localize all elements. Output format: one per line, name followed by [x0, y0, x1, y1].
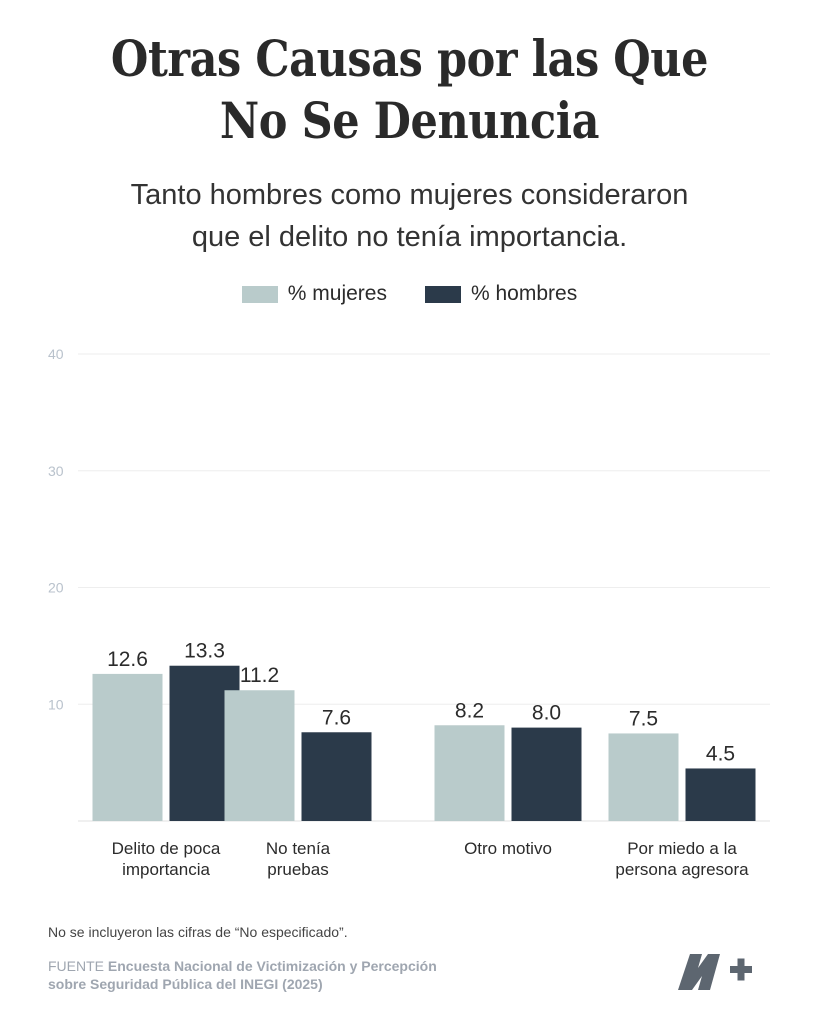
bar-men: [511, 727, 582, 821]
legend: % mujeres % hombres: [0, 282, 819, 306]
chart-subtitle: Tanto hombres como mujeres consideraron …: [0, 174, 819, 258]
legend-swatch-men: [424, 285, 461, 303]
data-label: 8.0: [532, 702, 561, 725]
y-tick-label: 40: [48, 346, 64, 362]
x-category-label: No tenía: [266, 839, 331, 858]
data-label: 4.5: [706, 742, 735, 765]
data-label: 12.6: [107, 648, 148, 671]
subtitle-line-1: Tanto hombres como mujeres consideraron: [130, 179, 689, 211]
subtitle-line-2: que el delito no tenía importancia.: [191, 221, 628, 253]
footnote: No se incluyeron las cifras de “No espec…: [48, 924, 348, 940]
legend-label-men: % hombres: [470, 282, 578, 305]
legend-label-women: % mujeres: [287, 282, 387, 305]
title-line-2: No Se Denuncia: [219, 91, 600, 150]
bar-women: [608, 733, 679, 821]
bar-women: [434, 725, 505, 821]
source-text-line-2: sobre Seguridad Pública del INEGI (2025): [48, 976, 323, 992]
legend-item-men: % hombres: [424, 282, 578, 306]
bar-men: [685, 768, 756, 821]
x-category-label: Otro motivo: [464, 839, 552, 858]
y-tick-label: 10: [48, 696, 64, 712]
data-label: 7.6: [322, 706, 351, 729]
data-label: 7.5: [629, 707, 658, 730]
x-category-label: persona agresora: [615, 860, 749, 879]
source: FUENTE Encuesta Nacional de Victimizació…: [48, 957, 488, 993]
data-label: 13.3: [184, 640, 225, 663]
n-plus-logo-icon: [678, 954, 752, 990]
bar-chart: 10 20 30 40 12.6 13.3 Delito de poca importanci…: [48, 346, 770, 879]
bar-men: [301, 732, 372, 821]
bar-women: [92, 673, 163, 821]
legend-swatch-women: [241, 285, 278, 303]
legend-item-women: % mujeres: [241, 282, 387, 306]
x-category-label: Por miedo a la: [627, 839, 737, 858]
x-category-label: Delito de poca: [112, 839, 221, 858]
source-text-line-1: Encuesta Nacional de Victimización y Per…: [107, 958, 437, 974]
y-tick-label: 20: [48, 580, 64, 596]
data-label: 8.2: [455, 699, 484, 722]
source-label: FUENTE: [48, 958, 104, 974]
bar-women: [224, 690, 295, 821]
chart-title: Otras Causas por las Que No Se Denuncia: [57, 28, 761, 152]
data-label: 11.2: [240, 664, 279, 687]
x-category-label: pruebas: [267, 860, 328, 879]
x-category-label: importancia: [122, 860, 210, 879]
title-line-1: Otras Causas por las Que: [110, 29, 709, 88]
y-tick-label: 30: [48, 463, 64, 479]
